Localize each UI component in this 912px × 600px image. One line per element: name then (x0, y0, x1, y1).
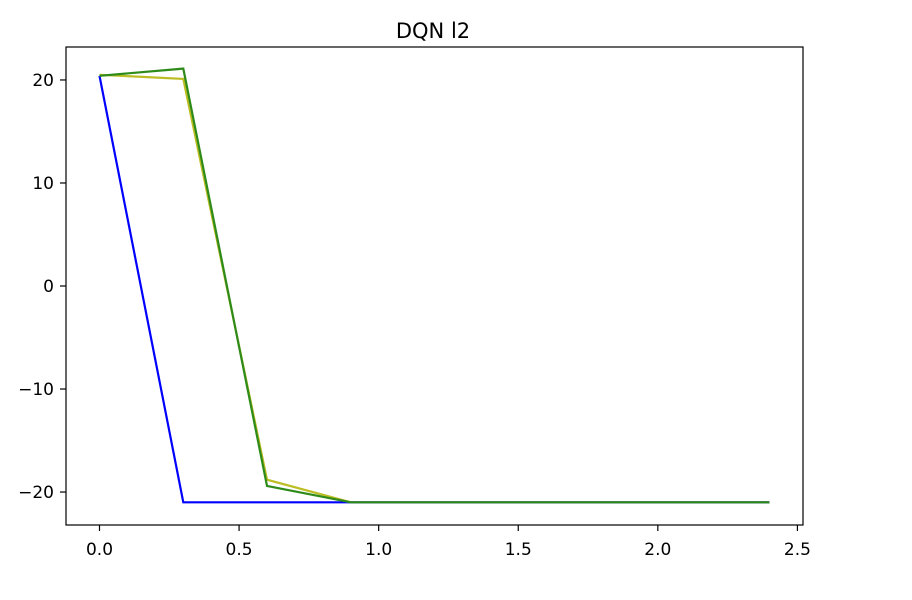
y-tick-label: −10 (18, 380, 54, 400)
series-line-1 (99, 73, 770, 504)
y-tick-label: 10 (32, 174, 54, 194)
plot-frame (65, 46, 804, 526)
x-tick-label: 0.0 (86, 540, 113, 560)
series-layer (98, 67, 770, 504)
y-tick-label: 20 (32, 71, 54, 91)
series-line-2 (98, 75, 770, 504)
x-tick-label: 1.5 (505, 540, 532, 560)
axes-layer: 0.0 0.5 1.0 1.5 2.0 2.5 20 10 0 −10 −20 (18, 46, 811, 560)
series-line-3 (99, 67, 770, 504)
x-tick-label: 0.5 (226, 540, 253, 560)
x-tick-label: 2.0 (644, 540, 671, 560)
x-tick-label: 1.0 (365, 540, 392, 560)
y-tick-label: 0 (43, 277, 54, 297)
y-tick-label: −20 (18, 483, 54, 503)
chart-title: DQN l2 (396, 19, 470, 43)
x-tick-label: 2.5 (784, 540, 811, 560)
